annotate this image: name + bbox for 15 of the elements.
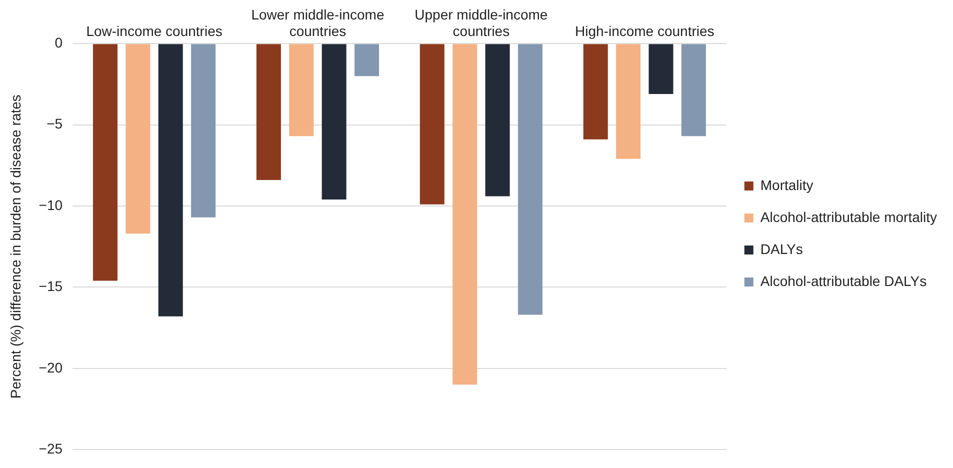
x-tick-label: Upper middle-income countries (414, 6, 548, 40)
x-tick-label: High-income countries (574, 23, 714, 40)
y-tick-label: 0 (54, 34, 63, 50)
y-tick-label: −15 (38, 278, 63, 294)
y-axis-title: Percent (%) difference in burden of disease rates (7, 94, 24, 399)
y-tick-label: −25 (38, 440, 63, 456)
legend-label: Alcohol-attributable mortality (760, 208, 938, 225)
y-tick-label: −10 (38, 196, 63, 213)
legend-label: Mortality (760, 176, 814, 193)
x-tick-label: Lower middle-income countries (251, 6, 384, 40)
y-tick-label: −5 (46, 116, 63, 132)
legend-label: DALYs (760, 240, 803, 257)
y-tick-label: −20 (38, 359, 63, 376)
legend-label: Alcohol-attributable DALYs (760, 272, 927, 289)
x-tick-label: Low-income countries (86, 23, 222, 40)
